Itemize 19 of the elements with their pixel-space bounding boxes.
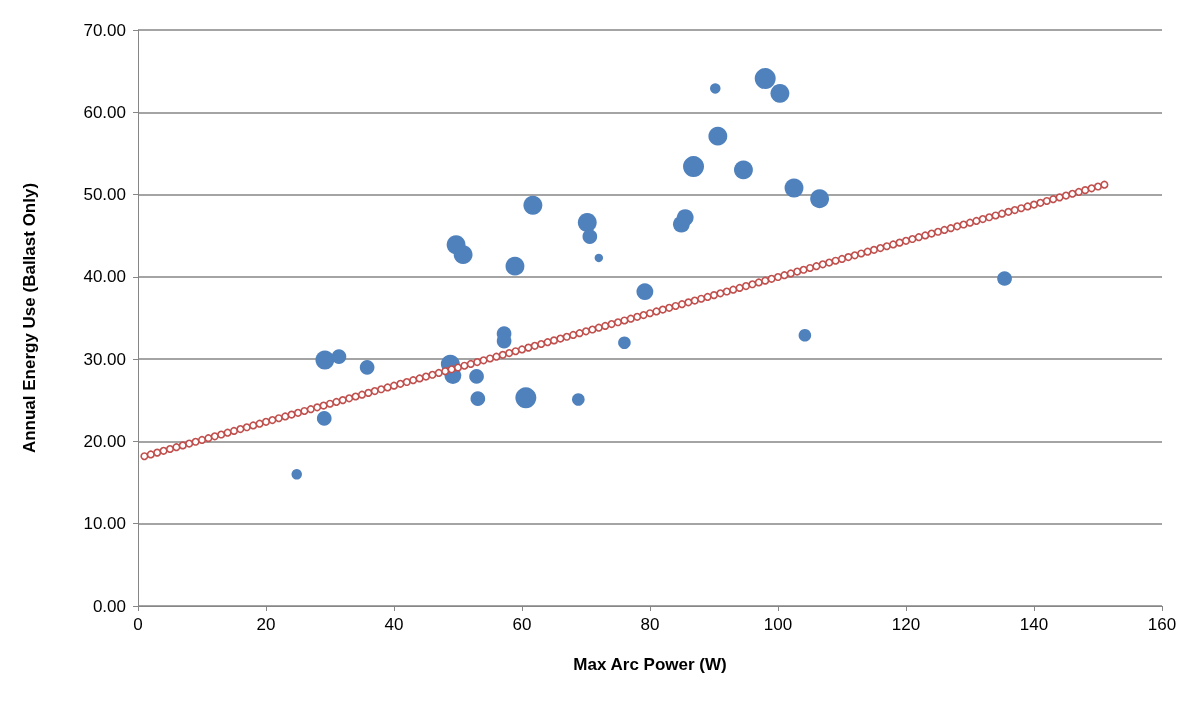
x-axis-title: Max Arc Power (W): [573, 655, 727, 674]
x-tick-label: 20: [256, 615, 276, 634]
y-axis-title: Annual Energy Use (Ballast Only): [20, 182, 39, 454]
x-tick-label: 0: [133, 615, 143, 634]
y-tick-label: 70.00: [83, 20, 126, 40]
x-tick-label: 120: [891, 615, 921, 634]
y-tick-label: 30.00: [83, 349, 126, 369]
y-tick-label: 0.00: [92, 596, 126, 616]
x-tick-label: 40: [384, 615, 404, 634]
x-tick-label: 100: [763, 615, 793, 634]
y-tick-label: 40.00: [83, 267, 126, 287]
x-tick-label: 80: [640, 615, 660, 634]
y-tick-label: 50.00: [83, 185, 126, 205]
x-tick-label: 140: [1019, 615, 1049, 634]
x-tick-label: 60: [512, 615, 532, 634]
y-tick-label: 60.00: [83, 102, 126, 122]
x-tick-label: 160: [1147, 615, 1177, 634]
y-tick-label: 10.00: [83, 514, 126, 534]
y-tick-label: 20.00: [83, 431, 126, 451]
